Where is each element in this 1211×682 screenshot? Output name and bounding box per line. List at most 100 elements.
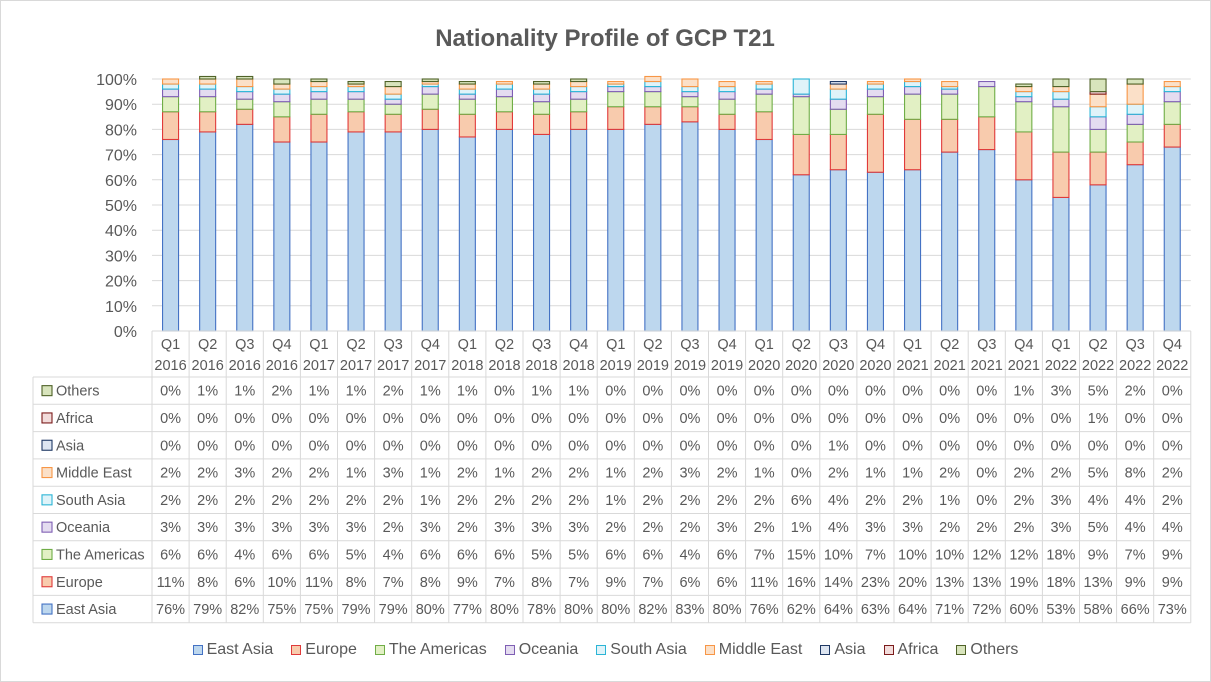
bar-segment [1015, 131, 1033, 181]
x-tick-label: 2019 [637, 358, 669, 374]
bar-segment [347, 98, 365, 113]
bar-segment [755, 111, 773, 141]
x-tick-label: Q2 [346, 337, 365, 353]
bar-segment [421, 108, 439, 130]
table-cell-value: 9% [1162, 575, 1183, 591]
x-tick-label: Q4 [1163, 337, 1182, 353]
legend-item: South Asia [596, 641, 687, 659]
legend-swatch [704, 645, 715, 655]
bar-segment [1015, 83, 1033, 88]
table-cell-value: 2% [679, 520, 700, 536]
table-cell-value: 20% [898, 575, 927, 591]
table-cell-value: 6% [197, 547, 218, 563]
x-tick-label: Q3 [532, 337, 551, 353]
x-tick-label: Q2 [940, 337, 959, 353]
table-cell-value: 0% [679, 384, 700, 400]
bar-segment [273, 83, 291, 90]
bar-segment [718, 91, 736, 100]
bar-segment [903, 169, 922, 332]
bar-segment [941, 151, 959, 332]
bar-segment [310, 86, 328, 93]
x-tick-label: Q4 [569, 337, 588, 353]
bar-segment [681, 96, 699, 108]
table-cell-value: 0% [494, 438, 515, 454]
table-cell-value: 5% [531, 547, 552, 563]
table-cell-value: 0% [605, 411, 626, 427]
table-cell-value: 80% [713, 602, 742, 618]
bar-segment [347, 111, 365, 133]
legend-item: Asia [820, 641, 866, 659]
x-tick-label: Q2 [1088, 337, 1107, 353]
bar-segment [162, 78, 180, 85]
table-cell-value: 5% [1088, 466, 1109, 482]
bar-segment [681, 78, 699, 88]
table-cell-value: 0% [457, 411, 478, 427]
table-cell-value: 0% [865, 411, 886, 427]
table-cell-value: 2% [1162, 493, 1183, 509]
table-cell-value: 6% [679, 575, 700, 591]
bar-segment [1163, 80, 1181, 88]
table-cell-value: 0% [568, 438, 589, 454]
bar-segment [236, 86, 254, 93]
table-cell-value: 0% [271, 411, 292, 427]
y-tick-label: 100% [96, 72, 137, 89]
bar-segment [1052, 91, 1070, 100]
table-cell-value: 2% [865, 493, 886, 509]
table-legend-key [41, 603, 53, 615]
table-cell-value: 0% [383, 411, 404, 427]
table-cell-value: 2% [197, 493, 218, 509]
table-cell-value: 72% [972, 602, 1001, 618]
bar-segment [718, 113, 736, 130]
legend-swatch [291, 645, 302, 655]
table-cell-value: 53% [1046, 602, 1075, 618]
bar-segment [866, 83, 885, 90]
table-cell-value: 2% [568, 493, 589, 509]
x-tick-label: 2017 [340, 358, 372, 374]
bar-segment [1052, 98, 1070, 108]
bar-segment [310, 98, 328, 115]
bar-segment [1126, 141, 1144, 166]
table-cell-value: 1% [865, 466, 886, 482]
table-cell-value: 2% [531, 466, 552, 482]
table-cell-value: 16% [787, 575, 816, 591]
table-cell-value: 60% [1009, 602, 1038, 618]
table-cell-value: 0% [531, 411, 552, 427]
bar-segment [384, 113, 402, 133]
table-row-label: The Americas [56, 547, 145, 563]
table-cell-value: 9% [1162, 547, 1183, 563]
x-tick-label: Q4 [421, 337, 440, 353]
bar-segment [866, 96, 885, 115]
table-cell-value: 3% [494, 520, 515, 536]
bar-segment [162, 111, 180, 141]
table-cell-value: 2% [754, 520, 775, 536]
bar-segment [199, 75, 217, 80]
x-tick-label: Q2 [792, 337, 811, 353]
table-cell-value: 19% [1009, 575, 1038, 591]
table-cell-value: 0% [791, 466, 812, 482]
bar-segment [866, 80, 885, 85]
x-tick-label: 2018 [488, 358, 520, 374]
bar-segment [644, 91, 662, 108]
table-row-label: Others [56, 384, 100, 400]
x-tick-label: Q1 [754, 337, 773, 353]
bar-segment [532, 83, 551, 90]
x-tick-label: 2017 [414, 358, 446, 374]
x-tick-label: Q4 [272, 337, 291, 353]
bar-segment [1089, 151, 1107, 186]
table-cell-value: 3% [234, 520, 255, 536]
bar-segment [607, 106, 625, 130]
bar-segment [941, 80, 959, 88]
table-cell-value: 0% [679, 411, 700, 427]
bar-segment [495, 96, 514, 113]
table-cell-value: 3% [346, 520, 367, 536]
table-cell-value: 2% [234, 493, 255, 509]
bar-segment [347, 80, 365, 85]
table-cell-value: 1% [754, 466, 775, 482]
bar-segment [1163, 86, 1181, 93]
table-cell-value: 1% [939, 493, 960, 509]
table-row-label: Africa [56, 411, 94, 427]
bar-segment [607, 91, 625, 108]
bar-segment [792, 174, 810, 332]
table-cell-value: 3% [234, 466, 255, 482]
table-cell-value: 23% [861, 575, 890, 591]
